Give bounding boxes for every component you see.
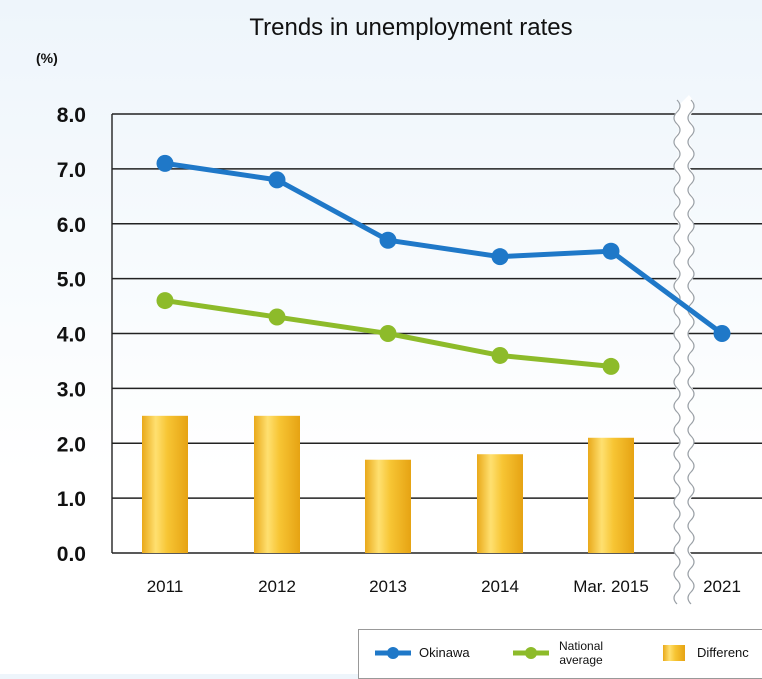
national-average-point bbox=[268, 308, 286, 326]
difference-bar bbox=[477, 454, 523, 553]
national-average-point bbox=[491, 346, 509, 364]
legend-national-swatch bbox=[513, 646, 549, 659]
legend: Okinawa National average Differenc bbox=[358, 629, 762, 679]
okinawa-line bbox=[164, 160, 724, 336]
x-tick-label: 2011 bbox=[147, 577, 184, 596]
axis-break bbox=[673, 95, 695, 609]
okinawa-point bbox=[491, 248, 509, 266]
difference-bars bbox=[142, 415, 634, 553]
legend-difference-label: Differenc bbox=[697, 645, 749, 660]
national-average-point bbox=[156, 292, 174, 310]
national-average-point bbox=[602, 357, 620, 375]
legend-okinawa-swatch bbox=[375, 646, 411, 659]
series-lines bbox=[156, 154, 731, 375]
legend-national-label: National average bbox=[559, 639, 603, 667]
legend-national-line2: average bbox=[559, 652, 603, 667]
x-tick-label: 2012 bbox=[258, 577, 296, 596]
y-tick-label: 8.0 bbox=[57, 104, 86, 127]
axis-break-edge-right bbox=[687, 99, 695, 605]
okinawa-point bbox=[156, 154, 174, 172]
axis-break-edge-left bbox=[673, 99, 681, 605]
y-tick-label: 0.0 bbox=[57, 543, 86, 566]
okinawa-point bbox=[268, 171, 286, 189]
legend-item-okinawa: Okinawa bbox=[373, 630, 470, 675]
difference-bar bbox=[588, 437, 634, 553]
legend-item-difference: Differenc bbox=[661, 630, 749, 675]
x-tick-label: 2021 bbox=[703, 577, 741, 596]
x-tick-label: Mar. 2015 bbox=[573, 577, 649, 596]
legend-item-national: National average bbox=[511, 630, 603, 675]
chart-title: Trends in unemployment rates bbox=[249, 14, 573, 41]
y-tick-label: 6.0 bbox=[57, 214, 86, 237]
x-tick-label: 2014 bbox=[481, 577, 519, 596]
legend-okinawa-label: Okinawa bbox=[419, 645, 470, 660]
legend-difference-swatch bbox=[663, 644, 685, 661]
y-tick-label: 1.0 bbox=[57, 488, 86, 511]
okinawa-point bbox=[379, 231, 397, 249]
x-tick-labels: 2011 2012 2013 2014 Mar. 2015 2021 bbox=[147, 577, 741, 596]
y-tick-labels: 0.0 1.0 2.0 3.0 4.0 5.0 6.0 7.0 8.0 bbox=[57, 104, 86, 566]
difference-bar bbox=[142, 415, 188, 553]
difference-bar bbox=[254, 415, 300, 553]
y-tick-label: 3.0 bbox=[57, 378, 86, 401]
y-tick-label: 2.0 bbox=[57, 433, 86, 456]
difference-bar bbox=[365, 459, 411, 553]
grid-lines bbox=[111, 113, 762, 554]
y-tick-label: 7.0 bbox=[57, 159, 86, 182]
national-average-point bbox=[379, 325, 397, 342]
x-tick-label: 2013 bbox=[369, 577, 407, 596]
axis-break-band bbox=[674, 95, 694, 609]
legend-national-line1: National bbox=[559, 638, 604, 653]
okinawa-point bbox=[713, 325, 731, 342]
y-tick-label: 4.0 bbox=[57, 324, 86, 347]
okinawa-point bbox=[602, 242, 620, 260]
y-axis-unit: (%) bbox=[36, 50, 58, 66]
y-tick-label: 5.0 bbox=[57, 269, 86, 292]
